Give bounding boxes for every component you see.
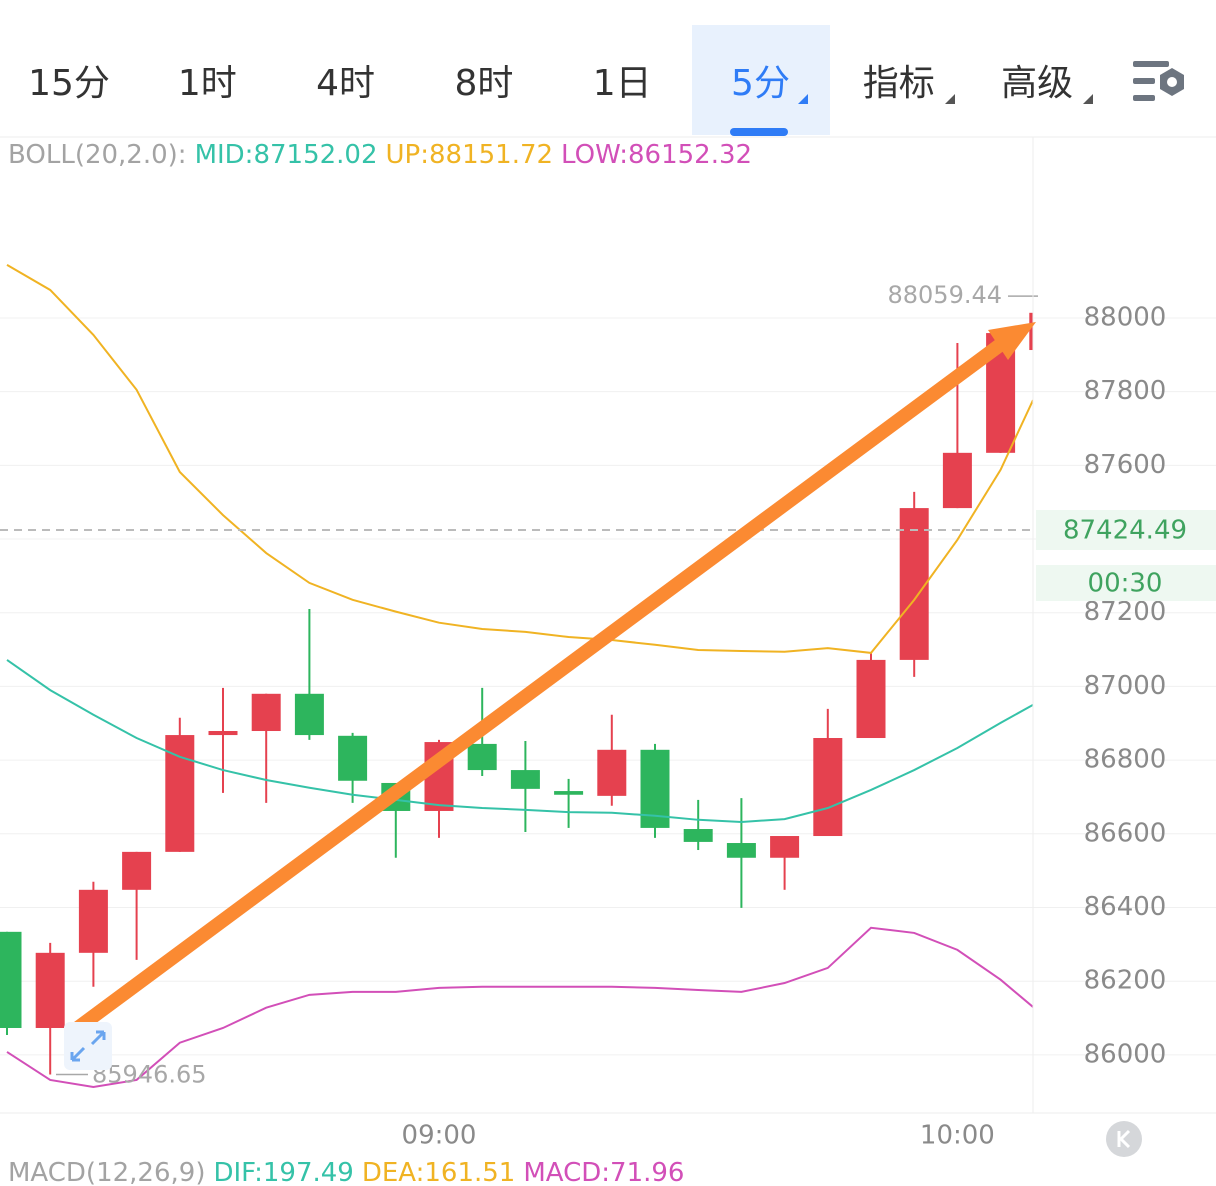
tab[interactable]: 5分 [691, 25, 830, 135]
legend-item: DEA:161.51 [361, 1158, 516, 1186]
x-tick-label: 09:00 [402, 1121, 477, 1151]
tab[interactable]: 4时 [316, 63, 376, 104]
tab[interactable]: 指标 [862, 63, 935, 104]
candle-body [122, 851, 152, 890]
expand-icon[interactable] [64, 1022, 112, 1070]
tab[interactable]: 8时 [454, 63, 514, 104]
dropdown-arrow [945, 94, 955, 104]
candle-body [338, 735, 368, 781]
legend-item: BOLL(20,2.0): [8, 140, 187, 170]
boll-line [6, 659, 1033, 824]
y-tick-label: 86600 [1084, 818, 1167, 848]
y-tick-label: 87600 [1084, 450, 1167, 480]
candle-body [510, 770, 540, 789]
candle-body [78, 889, 108, 953]
candle-body [35, 952, 65, 1028]
y-tick-label: 86800 [1084, 745, 1167, 775]
candle-body [856, 659, 886, 739]
y-tick-label: 87000 [1084, 671, 1167, 701]
candle-body [683, 829, 713, 842]
countdown: 00:30 [1088, 569, 1163, 599]
indicator-legend: BOLL(20,2.0): MID:87152.02 UP:88151.72 LOW:… [8, 140, 760, 170]
k-button[interactable] [1106, 1121, 1142, 1157]
candle-body [294, 693, 324, 736]
y-tick-label: 86000 [1084, 1039, 1167, 1069]
candle-body [899, 508, 929, 660]
candle-body [597, 749, 627, 796]
legend-item: DIF:197.49 [213, 1158, 354, 1186]
candle-body [726, 843, 756, 858]
tab[interactable]: 15分 [28, 63, 110, 104]
dropdown-arrow [1083, 94, 1093, 104]
candle-body [0, 931, 22, 1028]
trend-arrow [68, 322, 1036, 1037]
dropdown-arrow [798, 94, 808, 104]
boll-line [6, 264, 1033, 654]
y-tick-label: 86400 [1084, 892, 1167, 922]
y-tick-label: 88000 [1084, 302, 1167, 332]
legend-item: MACD(12,26,9) [8, 1158, 206, 1186]
tab[interactable]: 1时 [177, 63, 237, 104]
boll-line [6, 926, 1033, 1088]
tab[interactable]: 1日 [592, 63, 652, 104]
candle-body [813, 738, 843, 837]
last-price-box [1036, 510, 1216, 551]
y-tick-label: 87200 [1084, 597, 1167, 627]
candle-body [554, 791, 584, 795]
y-tick-label: 86200 [1084, 966, 1167, 996]
settings-icon[interactable] [1133, 61, 1184, 101]
candle-body [770, 836, 800, 858]
legend-item: MACD:71.96 [523, 1158, 685, 1186]
candle-body [208, 731, 238, 736]
max-price-label: 88059.44 [887, 281, 1002, 309]
legend-item: UP:88151.72 [385, 140, 554, 170]
tab-indicator [730, 128, 788, 136]
candle-body [165, 735, 195, 852]
y-tick-label: 87800 [1084, 376, 1167, 406]
countdown-box [1036, 565, 1216, 602]
legend-item: MID:87152.02 [194, 140, 378, 170]
tab[interactable]: 高级 [1001, 63, 1074, 104]
legend-item: LOW:86152.32 [561, 140, 753, 170]
last-price-label: 87424.49 [1063, 516, 1187, 546]
macd-legend: MACD(12,26,9) DIF:197.49 DEA:161.51 MACD:71… [8, 1158, 692, 1186]
candle-body [251, 693, 281, 732]
x-tick-label: 10:00 [920, 1121, 995, 1151]
candle-body [467, 743, 497, 771]
candle-body [1029, 312, 1033, 351]
candle-body [942, 452, 972, 509]
